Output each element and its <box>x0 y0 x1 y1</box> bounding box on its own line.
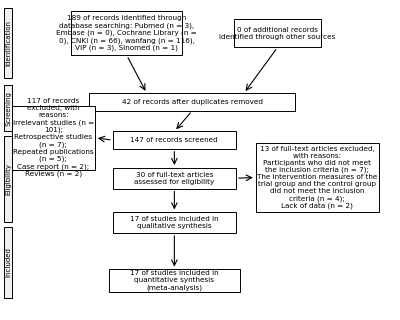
Text: 147 of records screened: 147 of records screened <box>130 137 218 143</box>
FancyBboxPatch shape <box>256 142 379 212</box>
FancyBboxPatch shape <box>113 212 236 233</box>
FancyBboxPatch shape <box>113 168 236 188</box>
Text: Included: Included <box>5 247 11 277</box>
Text: Screening: Screening <box>5 91 11 126</box>
FancyBboxPatch shape <box>109 269 240 292</box>
Text: 30 of full-text articles
assessed for eligibility: 30 of full-text articles assessed for el… <box>134 172 214 185</box>
FancyBboxPatch shape <box>113 132 236 149</box>
Text: 189 of records identified through
database searching: Pubmed (n = 3),
Embase (n : 189 of records identified through databa… <box>56 15 197 51</box>
Text: Identification: Identification <box>5 20 11 66</box>
FancyBboxPatch shape <box>4 8 12 77</box>
Text: 0 of additional records
identified through other sources: 0 of additional records identified throu… <box>219 27 336 40</box>
Text: 17 of studies included in
qualitative synthesis: 17 of studies included in qualitative sy… <box>130 216 219 229</box>
Text: Eligibility: Eligibility <box>5 163 11 195</box>
FancyBboxPatch shape <box>71 11 182 55</box>
FancyBboxPatch shape <box>4 136 12 222</box>
FancyBboxPatch shape <box>12 106 95 170</box>
FancyBboxPatch shape <box>4 85 12 132</box>
FancyBboxPatch shape <box>234 19 321 47</box>
FancyBboxPatch shape <box>4 227 12 298</box>
FancyBboxPatch shape <box>89 93 296 111</box>
Text: 17 of studies included in
quantitative synthesis
(meta-analysis): 17 of studies included in quantitative s… <box>130 270 219 291</box>
Text: 13 of full-text articles excluded,
with reasons:
Participants who did not meet
t: 13 of full-text articles excluded, with … <box>257 146 378 209</box>
Text: 42 of records after duplicates removed: 42 of records after duplicates removed <box>122 99 263 105</box>
Text: 117 of records
excluded, with
reasons:
Irrelevant studies (n =
101);
Retrospecti: 117 of records excluded, with reasons: I… <box>13 98 94 177</box>
